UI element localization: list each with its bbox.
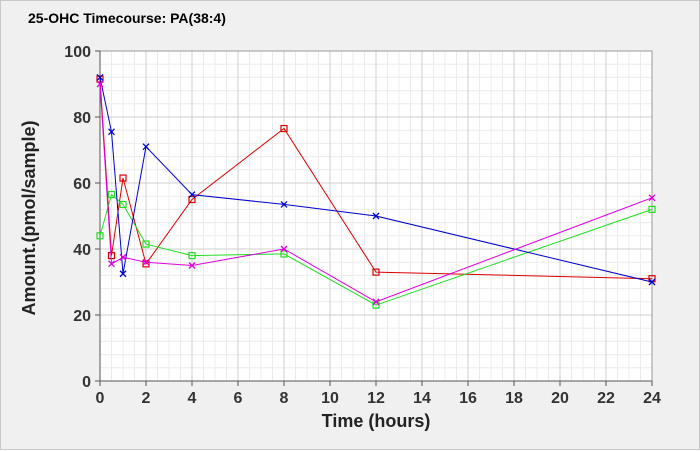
data-point [648, 278, 656, 286]
data-point [648, 205, 656, 213]
x-tick-label: 6 [234, 390, 243, 407]
data-point [188, 195, 196, 204]
data-point [280, 124, 288, 133]
series-4 [96, 80, 656, 306]
y-tick-label: 60 [73, 176, 91, 193]
data-point [96, 75, 104, 83]
x-axis-label: Time (hours) [322, 411, 431, 431]
data-point [119, 174, 127, 182]
data-point [372, 298, 380, 306]
data-point [119, 270, 127, 278]
y-tick-label: 100 [64, 44, 91, 61]
x-tick-label: 2 [142, 390, 151, 407]
x-tick-label: 8 [280, 390, 289, 407]
data-point [107, 190, 116, 199]
x-tick-label: 24 [643, 390, 661, 407]
data-point [96, 232, 104, 240]
data-point [188, 191, 196, 199]
x-tick-label: 16 [459, 390, 477, 407]
data-point [372, 212, 380, 220]
data-point [108, 260, 115, 268]
x-tick-label: 20 [551, 390, 569, 407]
x-tick-label: 0 [96, 390, 105, 407]
y-tick-label: 80 [73, 110, 91, 127]
data-point [188, 252, 196, 260]
series-line [99, 79, 653, 280]
series-2 [96, 190, 656, 309]
series-layer [96, 73, 656, 309]
x-tick-label: 12 [367, 390, 385, 407]
y-tick-label: 20 [73, 308, 91, 325]
x-tick-label: 10 [321, 390, 339, 407]
axis-ticks [95, 50, 653, 386]
data-point [372, 268, 380, 276]
data-point [188, 262, 196, 269]
x-tick-label: 14 [413, 390, 431, 407]
series-line [99, 77, 653, 283]
data-point [96, 80, 104, 88]
data-point [142, 258, 150, 266]
x-tick-label: 18 [505, 390, 523, 407]
data-point [648, 194, 656, 202]
data-point [108, 128, 115, 136]
y-tick-label: 40 [73, 242, 91, 259]
series-3 [96, 73, 656, 286]
data-point [280, 245, 288, 253]
data-point [280, 200, 288, 208]
data-point [96, 73, 104, 81]
y-axis-label: Amount.(pmol/sample) [19, 120, 39, 315]
data-point [142, 240, 150, 248]
data-point [119, 200, 127, 209]
x-tick-label: 22 [597, 390, 615, 407]
y-tick-label: 0 [82, 374, 91, 391]
data-point [119, 253, 127, 261]
data-point [142, 260, 150, 268]
data-point [280, 250, 288, 258]
chart-title: 25-OHC Timecourse: PA(38:4) [28, 10, 226, 26]
data-point [142, 143, 150, 151]
x-tick-label: 4 [188, 390, 197, 407]
series-line [99, 193, 653, 306]
